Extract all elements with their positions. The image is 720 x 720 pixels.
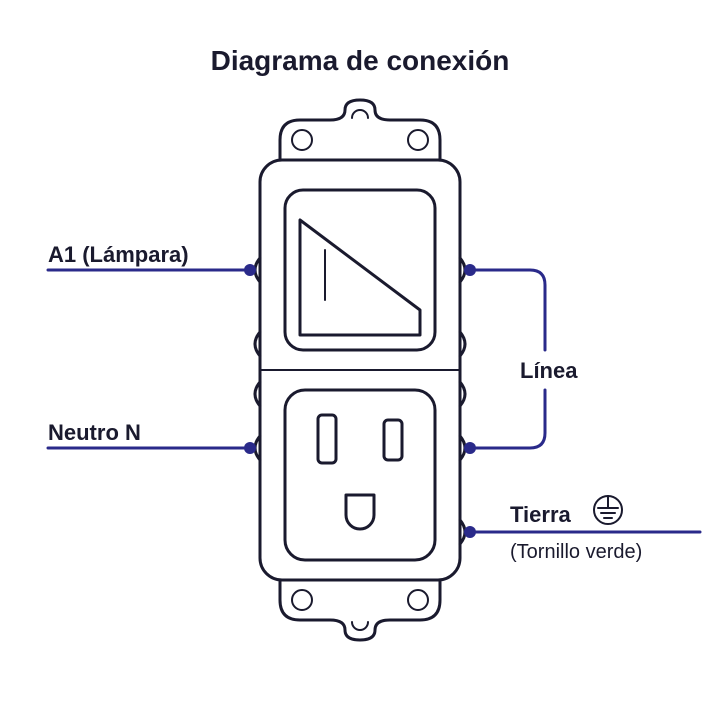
label-tierra-sub: (Tornillo verde) <box>510 541 642 563</box>
label-neutro: Neutro N <box>48 420 141 445</box>
outlet <box>285 390 435 560</box>
terminal-neutro <box>244 442 256 454</box>
label-a1: A1 (Lámpara) <box>48 242 189 267</box>
label-linea: Línea <box>520 358 578 383</box>
terminal-a1 <box>244 264 256 276</box>
ground-symbol-icon <box>594 496 622 524</box>
label-tierra: Tierra <box>510 502 572 527</box>
diagram-title: Diagrama de conexión <box>211 45 510 76</box>
wiring-diagram: Diagrama de conexión <box>0 0 720 720</box>
device <box>255 100 465 640</box>
switch <box>285 190 435 350</box>
